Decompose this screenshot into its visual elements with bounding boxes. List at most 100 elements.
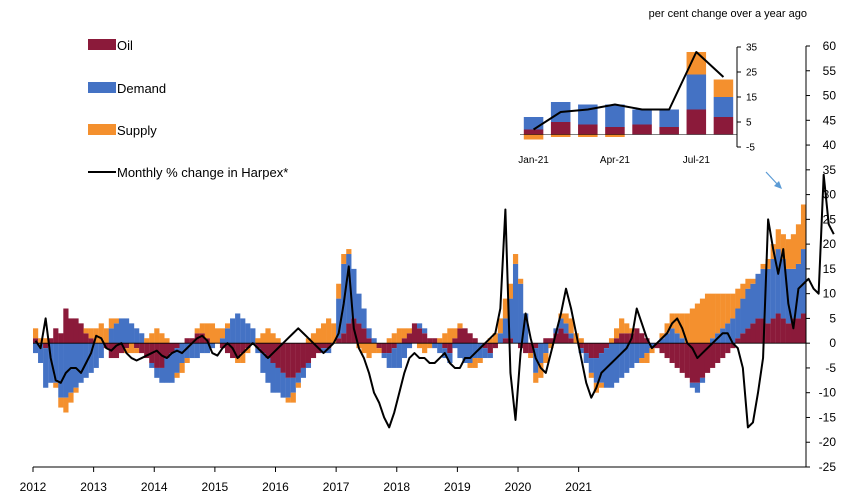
bar-oil — [487, 343, 493, 354]
bar-supply — [164, 338, 170, 344]
bar-demand — [174, 348, 180, 373]
bar-demand — [204, 343, 210, 354]
bar-demand — [765, 268, 771, 324]
bar-demand — [396, 343, 402, 368]
bar-demand — [209, 343, 216, 349]
x-tick-label: 2012 — [20, 480, 47, 494]
bar-supply — [543, 353, 549, 363]
bar-oil — [639, 333, 645, 344]
bar-supply — [704, 293, 711, 344]
bar-supply — [689, 308, 695, 344]
bar-demand — [73, 343, 79, 388]
legend-label-line: Monthly % change in Harpex* — [117, 165, 288, 180]
bar-supply — [174, 372, 180, 378]
bar-demand — [320, 348, 327, 354]
bar-supply — [235, 358, 241, 363]
bar-oil — [745, 328, 751, 344]
y-tick-label: 15 — [823, 262, 837, 276]
inset-x-tick-label: Apr-21 — [600, 155, 630, 166]
bar-supply — [795, 224, 802, 264]
bar-supply — [715, 293, 721, 334]
bar-oil — [320, 343, 327, 349]
bar-supply — [588, 372, 594, 378]
pointer-arrow-icon — [765, 171, 782, 189]
bar-oil — [326, 343, 332, 349]
bar-demand — [118, 318, 125, 344]
bar-oil — [694, 343, 701, 383]
bar-oil — [43, 343, 49, 349]
bar-supply — [341, 254, 347, 264]
bar-oil — [235, 343, 241, 359]
y-tick-label: -10 — [819, 386, 837, 400]
y-tick-label: 10 — [823, 287, 837, 301]
x-tick-label: 2018 — [383, 480, 410, 494]
bar-supply — [487, 338, 493, 344]
bar-oil — [73, 318, 79, 344]
bar-oil — [725, 343, 731, 354]
bar-supply — [644, 353, 650, 363]
bar-demand — [750, 283, 756, 324]
bar-demand — [406, 343, 413, 349]
inset-bar-oil — [523, 129, 544, 135]
legend-swatch-oil — [88, 39, 116, 50]
bar-demand — [624, 343, 630, 373]
bar-oil — [184, 338, 190, 344]
bar-demand — [447, 353, 453, 363]
inset-x-tick-label: Jul-21 — [683, 155, 711, 166]
bar-supply — [442, 333, 448, 344]
bar-demand — [275, 367, 281, 393]
bar-demand — [224, 328, 231, 344]
bar-oil — [720, 343, 726, 359]
bar-demand — [487, 353, 493, 359]
bar-supply — [103, 328, 109, 344]
bar-demand — [432, 343, 438, 349]
bar-demand — [128, 323, 135, 344]
bar-supply — [416, 343, 423, 349]
bar-supply — [63, 397, 69, 413]
bar-oil — [275, 343, 281, 368]
bar-supply — [134, 348, 140, 354]
bar-supply — [710, 293, 716, 339]
bar-oil — [755, 318, 761, 344]
bar-oil — [553, 333, 559, 344]
bar-supply — [477, 358, 483, 363]
bar-supply — [194, 328, 200, 334]
bar-oil — [740, 333, 746, 344]
y-tick-label: 0 — [829, 336, 836, 350]
bar-oil — [280, 343, 286, 373]
legend-label-demand: Demand — [117, 81, 166, 96]
bar-demand — [93, 343, 99, 368]
bar-demand — [674, 333, 680, 344]
bar-demand — [538, 343, 544, 363]
bar-oil — [664, 343, 670, 359]
bar-demand — [58, 343, 64, 398]
legend-swatch-demand — [88, 82, 116, 93]
bar-demand — [305, 362, 312, 368]
bar-supply — [179, 362, 185, 373]
inset-bar-supply — [578, 134, 598, 137]
bar-oil — [139, 343, 145, 354]
y-tick-label: 5 — [829, 311, 836, 325]
legend: Oil Demand Supply Monthly % change in Harpe… — [88, 38, 288, 180]
bar-demand — [482, 348, 488, 359]
bar-supply — [452, 328, 458, 339]
bar-demand — [235, 313, 241, 344]
bar-supply — [624, 323, 630, 334]
y-tick-label: -5 — [825, 361, 836, 375]
bar-demand — [563, 323, 569, 334]
bar-supply — [457, 323, 463, 329]
unit-note: per cent change over a year ago — [649, 8, 807, 20]
bar-supply — [315, 328, 322, 344]
inset-bar-oil — [632, 124, 652, 135]
bar-oil — [674, 343, 680, 368]
bar-demand — [199, 343, 205, 354]
bar-demand — [194, 343, 200, 359]
bar-oil — [710, 343, 716, 368]
bar-demand — [730, 318, 736, 344]
bar-oil — [735, 338, 741, 344]
x-tick-label: 2015 — [202, 480, 229, 494]
bar-supply — [502, 298, 509, 319]
x-tick-label: 2020 — [505, 480, 532, 494]
x-tick-label: 2021 — [565, 480, 592, 494]
